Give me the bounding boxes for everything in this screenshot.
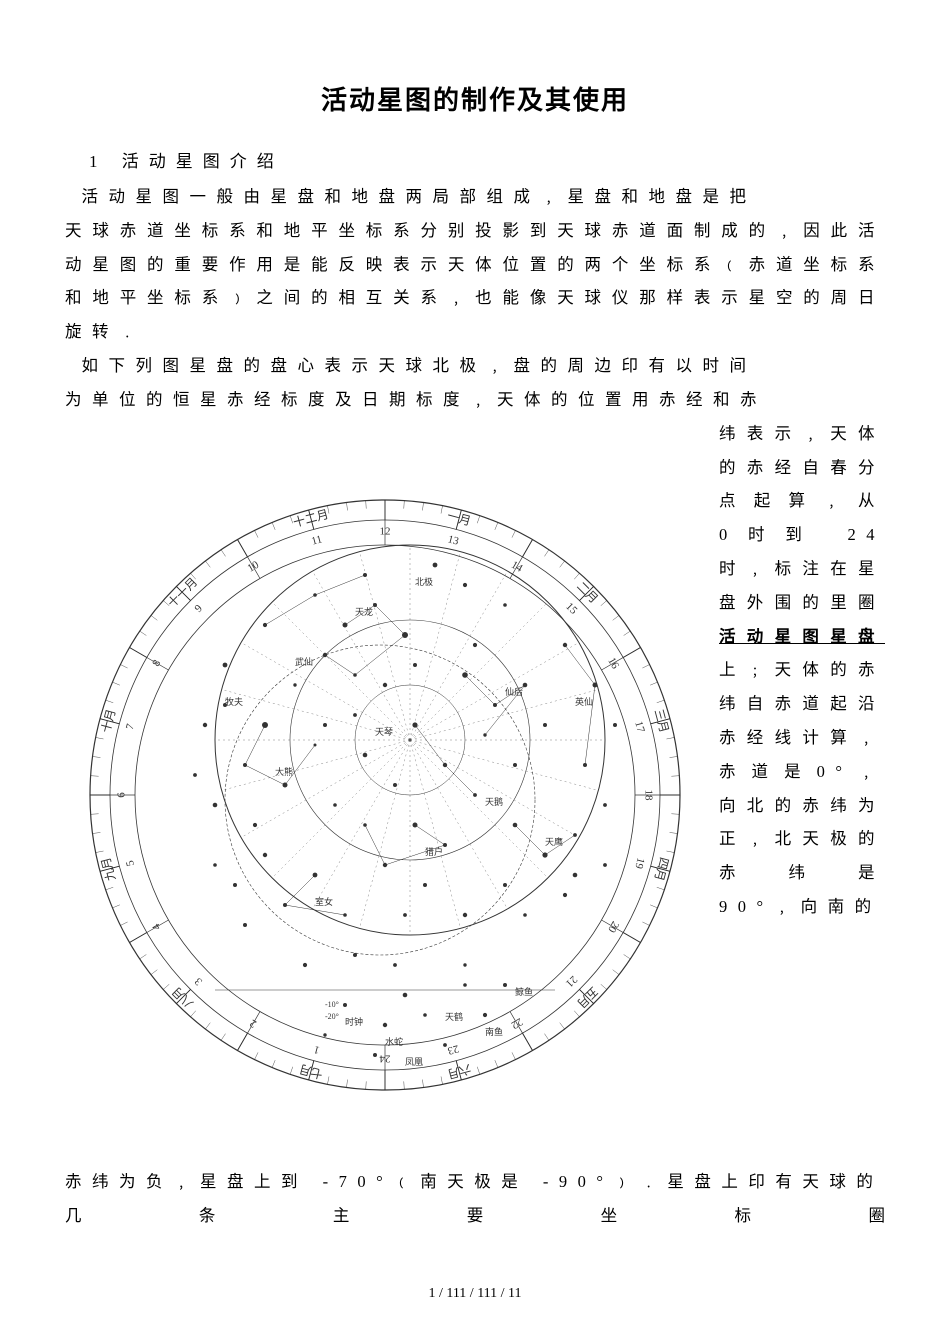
svg-text:北极: 北极: [415, 576, 433, 587]
spread-char: 条: [199, 1199, 216, 1233]
spread-char: 圈: [868, 1199, 885, 1233]
page-footer: 1 / 111 / 111 / 11: [0, 1286, 950, 1302]
after-float-text: 赤纬为负﹐星盘上到 -70°﹙南天极是 -90°﹚﹒星盘上印有天球的: [65, 1165, 885, 1199]
svg-text:水蛇: 水蛇: [385, 1036, 403, 1047]
svg-text:时钟: 时钟: [345, 1016, 363, 1027]
svg-text:13: 13: [446, 533, 460, 548]
svg-text:8: 8: [150, 657, 163, 668]
svg-text:2: 2: [248, 1016, 259, 1029]
svg-text:19: 19: [632, 856, 647, 870]
svg-text:21: 21: [563, 973, 579, 989]
svg-text:-20°: -20°: [325, 1012, 339, 1021]
svg-text:五月: 五月: [574, 984, 601, 1011]
svg-text:6: 6: [116, 791, 128, 797]
section-number: 1: [89, 152, 108, 171]
svg-text:5: 5: [124, 858, 137, 867]
svg-text:18: 18: [642, 789, 654, 801]
svg-text:7: 7: [124, 722, 137, 731]
svg-text:22: 22: [509, 1015, 525, 1031]
svg-text:9: 9: [193, 602, 206, 615]
svg-text:-10°: -10°: [325, 1000, 339, 1009]
svg-text:二月: 二月: [574, 579, 601, 606]
svg-text:天龙: 天龙: [355, 606, 373, 617]
svg-text:大熊: 大熊: [275, 766, 293, 777]
paragraph-2-cont: 为单位的恒星赤经标度及日期标度﹐天体的位置用赤经和赤: [65, 383, 885, 417]
svg-text:14: 14: [509, 559, 525, 575]
svg-text:天鹰: 天鹰: [545, 836, 563, 847]
svg-text:天琴: 天琴: [375, 727, 393, 737]
wrapped-after-bold: 上﹔天体的赤纬自赤道起沿赤经线计算﹐赤道是0°﹐向北的赤纬为正﹐北天极的赤纬是 …: [719, 660, 885, 916]
svg-text:天鹅: 天鹅: [485, 796, 503, 807]
spread-line: 几条主要坐标圈: [65, 1199, 885, 1233]
svg-text:凤凰: 凤凰: [405, 1057, 423, 1067]
spread-char: 坐: [601, 1199, 618, 1233]
svg-text:3: 3: [192, 974, 205, 987]
bold-planisphere-label: 活动星图星盘: [719, 627, 885, 646]
planisphere-svg: 241234567891011121314151617181920212223一…: [65, 425, 705, 1165]
page-title: 活动星图的制作及其使用: [65, 80, 885, 117]
paragraph-1-line1: 活动星图一般由星盘和地盘两局部组成﹐星盘和地盘是把: [65, 180, 885, 214]
spread-char: 标: [735, 1199, 752, 1233]
svg-text:17: 17: [632, 720, 647, 734]
paragraph-2-start: 如下列图星盘的盘心表示天球北极﹐盘的周边印有以时间: [65, 349, 885, 383]
svg-text:猎户: 猎户: [425, 846, 443, 857]
svg-text:10: 10: [246, 558, 262, 574]
svg-text:16: 16: [605, 655, 621, 671]
svg-text:八月: 八月: [169, 984, 196, 1011]
svg-text:24: 24: [379, 1052, 391, 1064]
svg-text:室女: 室女: [315, 896, 333, 907]
wrapped-before-bold: 纬表示﹐天体的赤经自春分点起算﹐从 0时到 24 时﹐标注在星盘外围的里圈: [719, 424, 885, 612]
svg-text:天鹤: 天鹤: [445, 1011, 463, 1022]
svg-text:4: 4: [150, 921, 163, 932]
content-with-figure: 241234567891011121314151617181920212223一…: [65, 417, 885, 1165]
svg-text:南鱼: 南鱼: [485, 1026, 503, 1037]
spread-char: 要: [467, 1199, 484, 1233]
svg-text:武仙: 武仙: [295, 656, 313, 667]
svg-text:牧夫: 牧夫: [225, 696, 243, 707]
svg-text:15: 15: [563, 600, 580, 617]
svg-text:11: 11: [310, 533, 323, 547]
svg-text:鲸鱼: 鲸鱼: [515, 986, 533, 997]
svg-text:23: 23: [446, 1042, 460, 1057]
svg-text:20: 20: [605, 919, 621, 935]
svg-text:1: 1: [313, 1043, 321, 1056]
paragraph-1-cont: 天球赤道坐标系和地平坐标系分别投影到天球赤道面制成的﹐因此活动星图的重要作用是能…: [65, 214, 885, 349]
spread-char: 主: [333, 1199, 350, 1233]
svg-text:英仙: 英仙: [575, 696, 593, 707]
star-chart-figure: 241234567891011121314151617181920212223一…: [65, 425, 705, 1165]
svg-text:12: 12: [380, 525, 391, 537]
section-heading: 1 活动星图介绍: [65, 147, 885, 172]
spread-char: 几: [65, 1199, 82, 1233]
section-title: 活动星图介绍: [122, 152, 284, 171]
svg-text:仙后: 仙后: [505, 686, 523, 697]
